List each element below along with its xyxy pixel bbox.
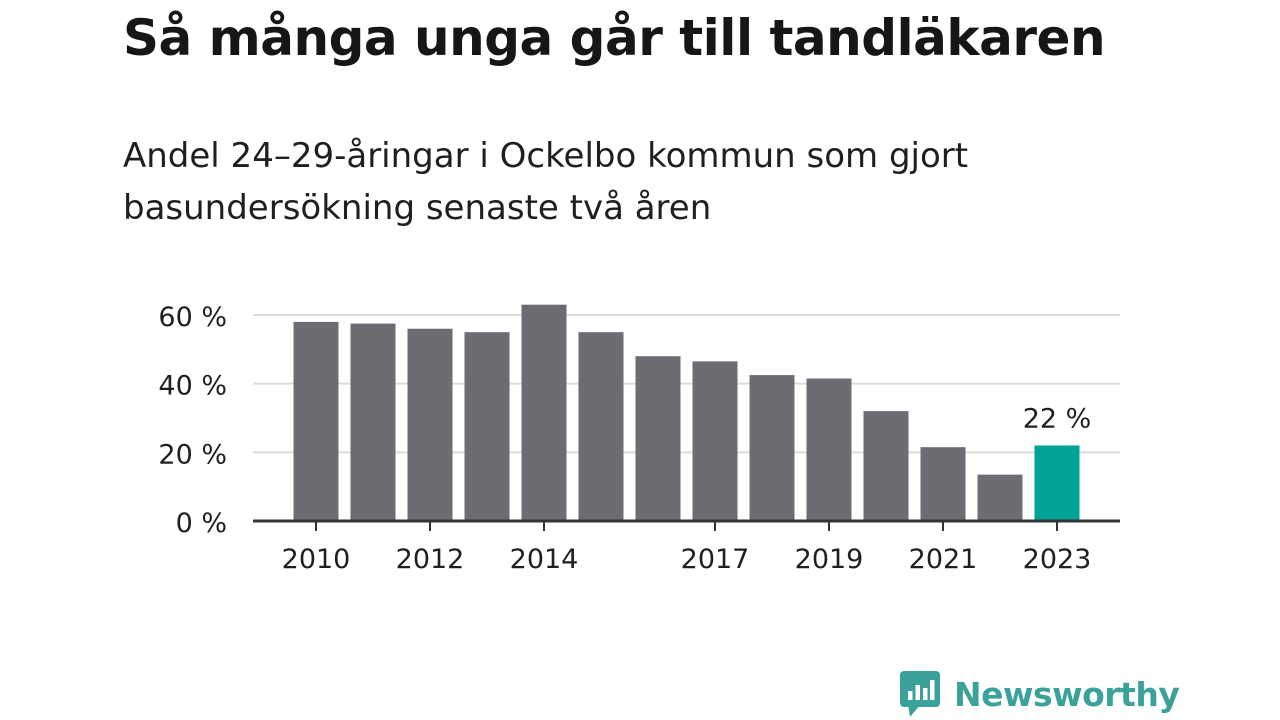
bar-2014 [521,304,567,521]
y-tick-label: 60 % [158,302,227,333]
bar-chart-speech-bubble-icon [900,671,940,717]
x-tick-label: 2019 [795,544,864,575]
bar-2019 [806,378,852,521]
data-label: 22 % [1023,403,1092,434]
x-tick-label: 2021 [909,544,978,575]
y-tick-label: 0 % [176,508,227,539]
x-tick-label: 2012 [396,544,465,575]
newsworthy-logo: Newsworthy [900,670,1180,718]
y-tick-label: 20 % [158,439,227,470]
x-tick-label: 2017 [681,544,750,575]
bar-2015 [578,332,624,521]
chart-subtitle: Andel 24–29-åringar i Ockelbo kommun som… [123,136,969,228]
bar-2012 [407,328,453,521]
bar-2010 [293,321,339,521]
x-tick-label: 2014 [510,544,579,575]
chart-title: Så många unga går till tandläkaren [123,9,1106,67]
x-tick-label: 2010 [282,544,351,575]
bar-2011 [350,323,396,521]
bar-2013 [464,332,510,521]
bar-2020 [863,411,909,521]
logo-wordmark: Newsworthy [954,674,1180,714]
y-tick-label: 40 % [158,371,227,402]
bar-2018 [749,375,795,521]
bar-2017 [692,361,738,521]
x-tick-label: 2023 [1023,544,1092,575]
bar-2023 [1034,445,1080,521]
bar-2022 [977,474,1023,521]
bar-2021 [920,447,966,521]
bar-2016 [635,356,681,521]
